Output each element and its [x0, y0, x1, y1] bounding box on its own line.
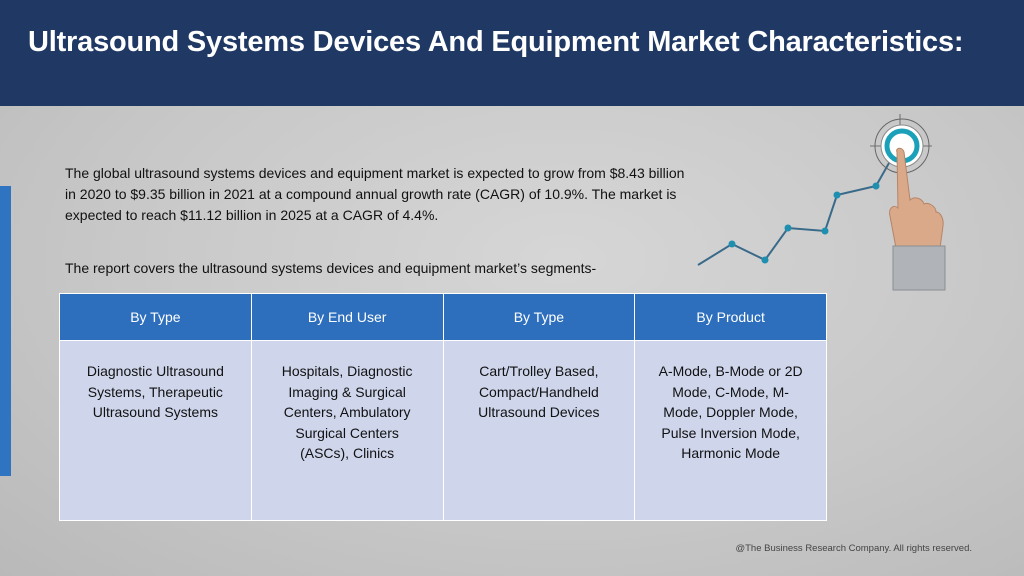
segments-header-row: By Type By End User By Type By Product	[59, 293, 827, 341]
growth-line	[697, 139, 903, 266]
cell-type-values: Diagnostic Ultrasound Systems, Therapeut…	[59, 340, 252, 521]
header-by-type: By Type	[59, 293, 252, 341]
header-banner: Ultrasound Systems Devices And Equipment…	[0, 0, 1024, 106]
page-title: Ultrasound Systems Devices And Equipment…	[28, 26, 964, 58]
segments-intro-paragraph: The report covers the ultrasound systems…	[65, 260, 597, 276]
pointing-hand-icon	[889, 147, 946, 291]
target-icon	[870, 114, 932, 180]
header-by-type-2: By Type	[442, 293, 636, 341]
cell-end-user-values: Hospitals, Diagnostic Imaging & Surgical…	[250, 340, 444, 521]
growth-line-points	[728, 182, 880, 264]
copyright-footer: @The Business Research Company. All righ…	[735, 543, 972, 554]
header-by-product: By Product	[634, 293, 827, 341]
cell-product-values: A-Mode, B-Mode or 2D Mode, C-Mode, M-Mod…	[634, 340, 827, 521]
header-by-end-user: By End User	[250, 293, 444, 341]
segments-values-row: Diagnostic Ultrasound Systems, Therapeut…	[59, 340, 827, 521]
market-summary-paragraph: The global ultrasound systems devices an…	[65, 165, 685, 223]
target-growth-hand-icon	[697, 114, 946, 291]
left-accent-bar	[0, 186, 11, 476]
cell-type-2-values: Cart/Trolley Based, Compact/Handheld Ult…	[442, 340, 636, 521]
segments-table: By Type By End User By Type By Product D…	[59, 293, 827, 521]
